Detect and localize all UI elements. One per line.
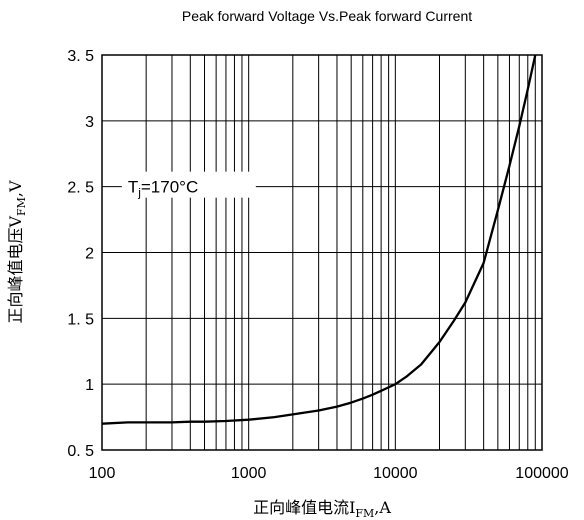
y-tick-labels: 0. 5 1 1. 5 2 2. 5 3 3. 5	[67, 48, 94, 460]
series-layer	[101, 54, 537, 425]
y-tick-label: 2. 5	[67, 180, 94, 197]
y-axis-label-unit: ,V	[6, 180, 25, 197]
annotation-text: T	[128, 178, 138, 197]
y-tick-label: 2	[85, 246, 94, 263]
x-tick-label: 100	[89, 465, 116, 482]
plot-frame	[101, 54, 543, 451]
x-tick-labels: 100 1000 10000 100000	[89, 465, 569, 482]
chart-title: Peak forward Voltage Vs.Peak forward Cur…	[182, 8, 472, 24]
x-axis-label-unit: ,A	[374, 498, 391, 517]
x-tick-label: 10000	[373, 465, 418, 482]
y-axis-label-text: 正向峰值电压V	[6, 216, 25, 324]
x-axis-label-text: 正向峰值电流I	[253, 498, 355, 517]
y-tick-label: 3. 5	[67, 48, 94, 65]
y-tick-label: 0. 5	[67, 443, 94, 460]
x-tick-label: 100000	[515, 465, 568, 482]
x-axis-label: 正向峰值电流IFM,A	[253, 498, 391, 520]
y-tick-label: 1	[85, 377, 94, 394]
temperature-annotation: Tj=170°C	[128, 178, 198, 200]
grid	[102, 55, 542, 450]
y-axis-label-subscript: FM	[15, 197, 28, 216]
y-tick-label: 1. 5	[67, 311, 94, 328]
annotation-layer: Tj=170°C	[121, 171, 256, 200]
annotation-subscript: j	[137, 186, 141, 200]
y-axis-label: 正向峰值电压VFM,V	[6, 180, 28, 324]
annotation-value: =170°C	[141, 178, 198, 197]
x-axis-label-subscript: FM	[355, 507, 374, 520]
y-tick-label: 3	[85, 114, 94, 131]
annotation-background	[121, 171, 256, 198]
x-tick-label: 1000	[231, 465, 267, 482]
series-line	[101, 54, 537, 425]
